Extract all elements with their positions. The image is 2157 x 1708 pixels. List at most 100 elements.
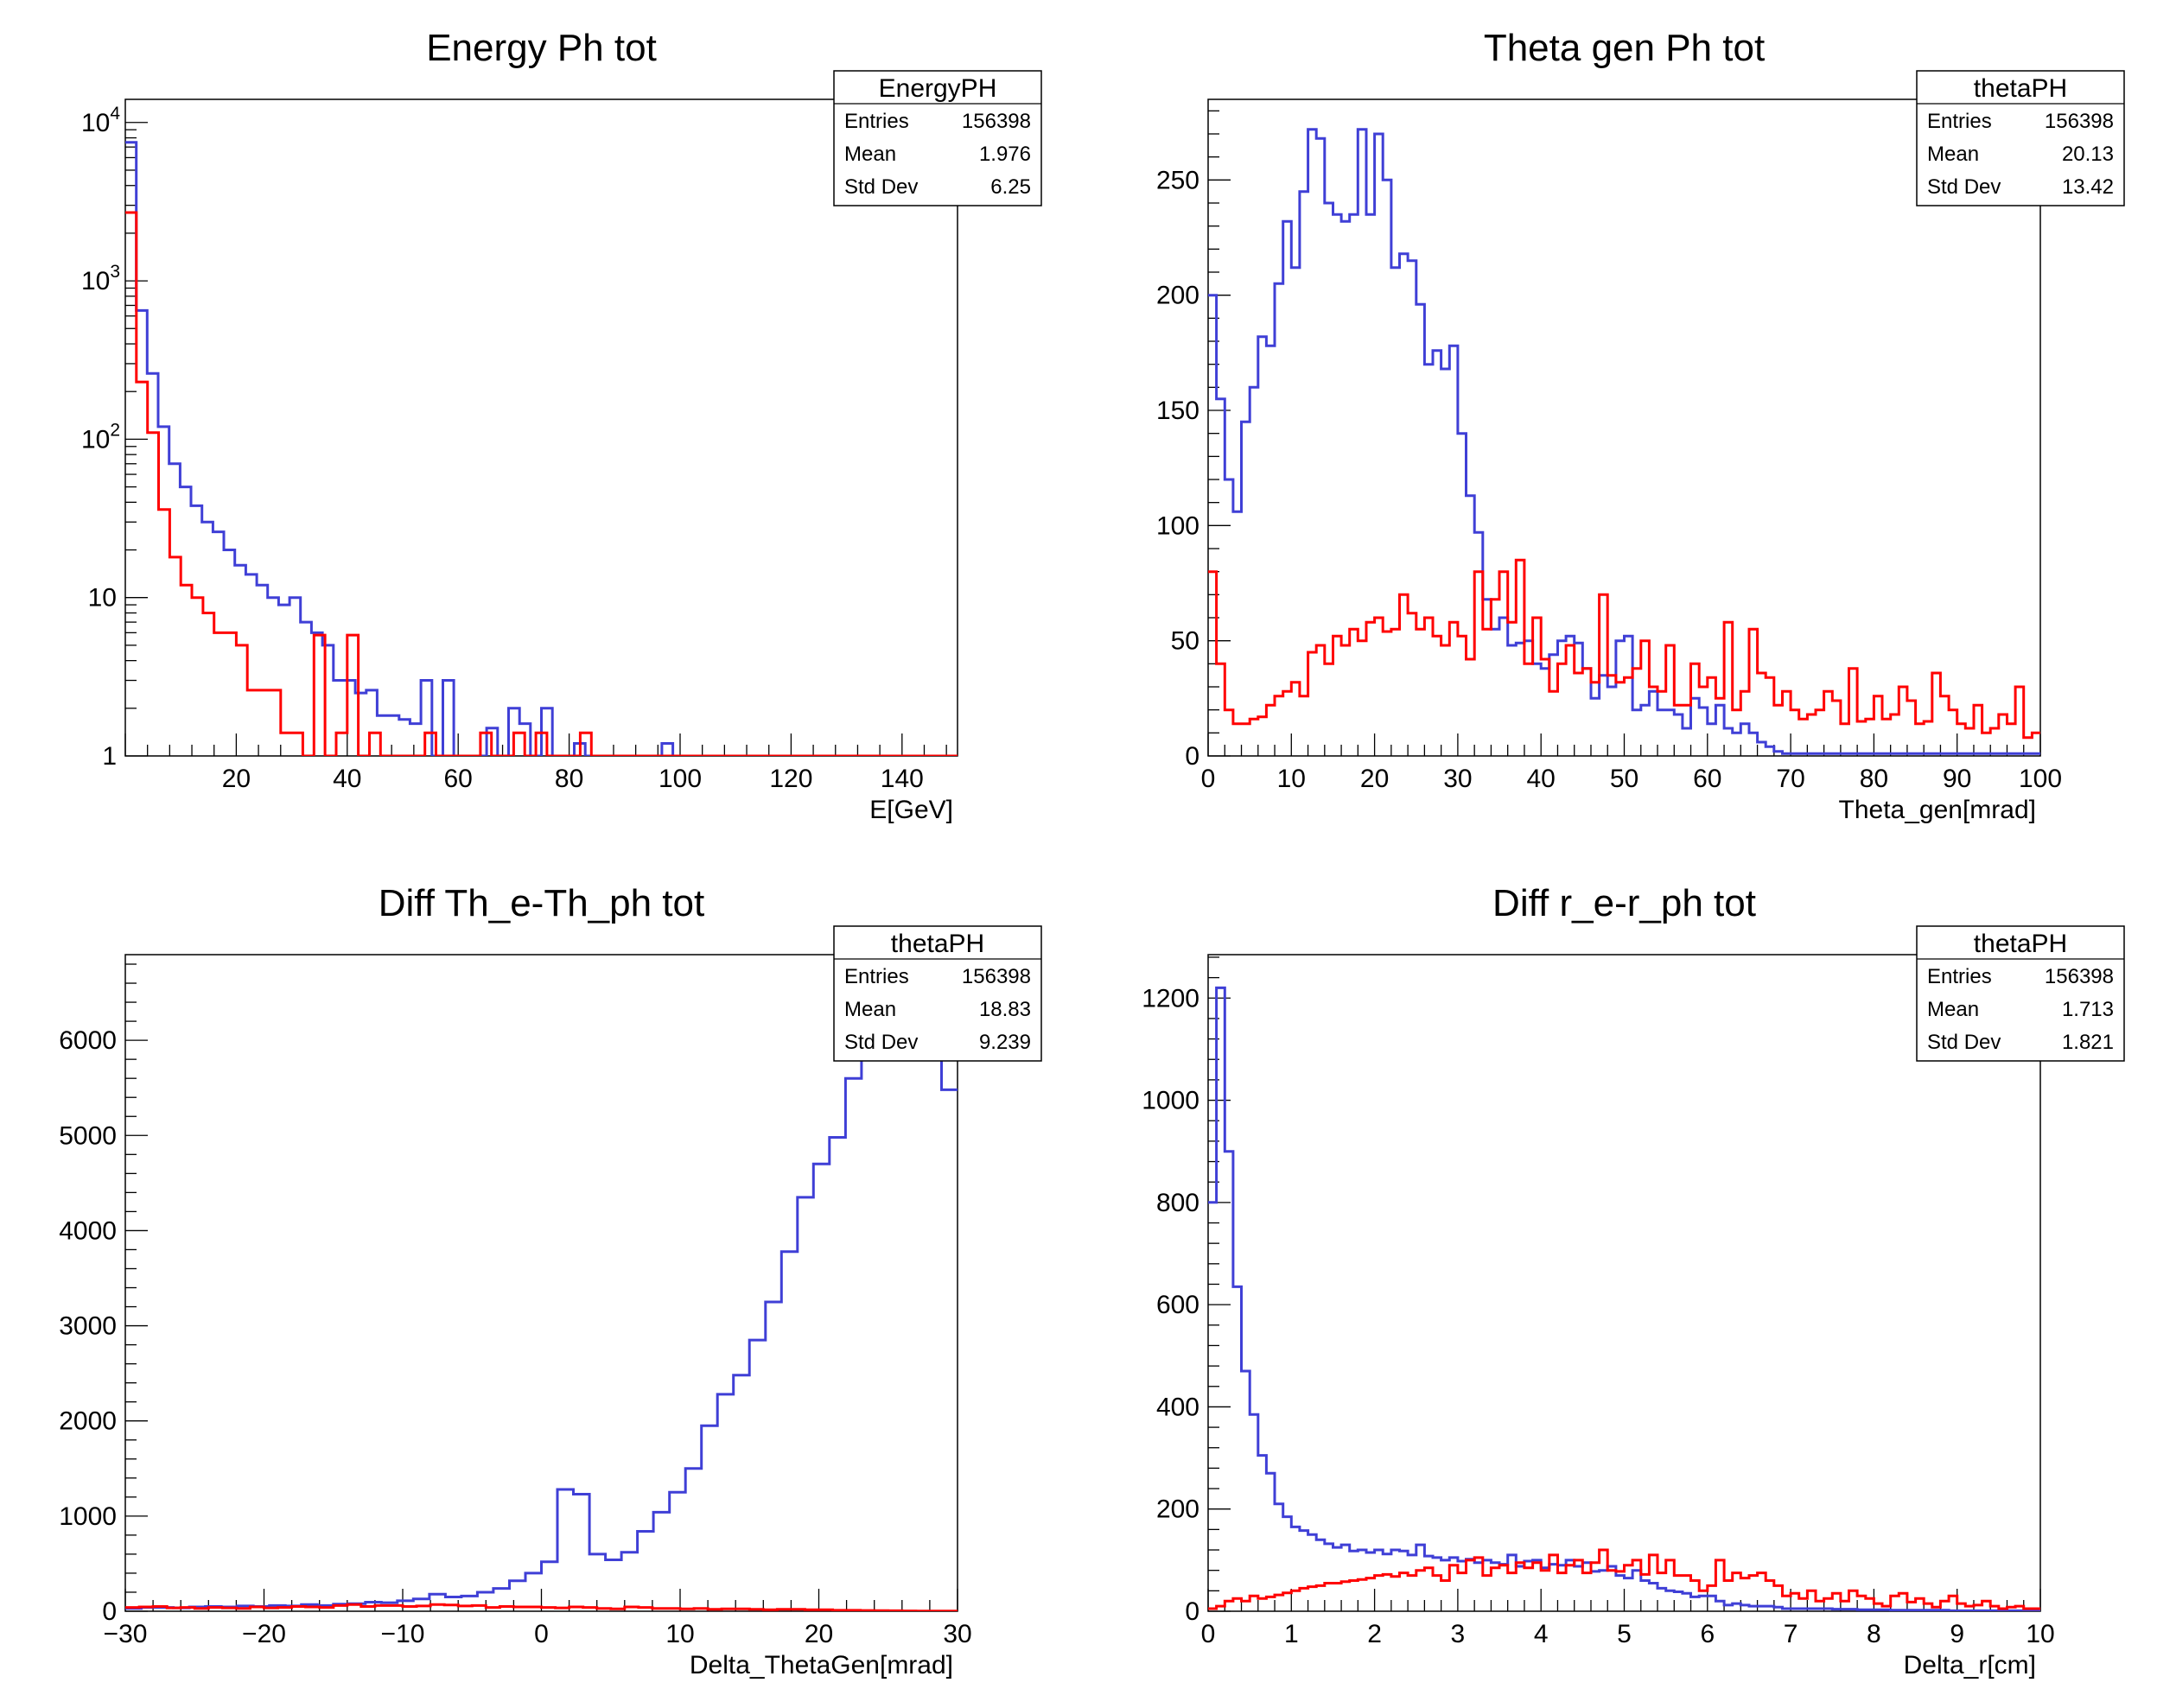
x-tick-label: 20: [805, 1620, 833, 1648]
stats-label: Mean: [844, 143, 896, 166]
plot-frame: [124, 954, 958, 1612]
stats-label: Std Dev: [1927, 175, 2001, 199]
stats-box: EnergyPH Entries 156398 Mean 1.976 Std Dev 6.2…: [833, 70, 1042, 206]
x-axis-label: E[GeV]: [869, 796, 953, 824]
y-tick-label: 1: [102, 742, 117, 771]
plot-title: Diff r_e-r_ph tot: [1492, 882, 1756, 924]
x-tick-label: 60: [1693, 765, 1721, 793]
x-axis-label: Delta_r[cm]: [1904, 1651, 2036, 1679]
stats-value: 1.821: [2062, 1031, 2114, 1054]
stats-label: Mean: [844, 998, 896, 1021]
stats-label: Std Dev: [844, 1031, 918, 1054]
stats-label: Std Dev: [844, 175, 918, 199]
x-tick-label: 80: [555, 765, 583, 793]
stats-box-frame: [833, 70, 1042, 206]
x-axis-label: Theta_gen[mrad]: [1839, 796, 2036, 824]
y-tick-label: 100: [1156, 511, 1199, 540]
stats-value: 156398: [962, 965, 1031, 988]
x-tick-label: −10: [381, 1620, 425, 1648]
x-tick-label: 100: [659, 765, 702, 793]
stats-label: Mean: [1927, 143, 1979, 166]
plot-title: Energy Ph tot: [426, 27, 657, 69]
stats-value: 6.25: [990, 175, 1031, 199]
y-tick-label: 3000: [59, 1312, 117, 1341]
stats-box: thetaPH Entries 156398 Mean 1.713 Std Dev 1.82…: [1916, 925, 2125, 1062]
histogram-series-1: [125, 141, 958, 756]
y-tick-label: 600: [1156, 1291, 1199, 1319]
y-tick-label: 800: [1156, 1189, 1199, 1217]
x-tick-label: 0: [1201, 1620, 1216, 1648]
y-tick-label: 1000: [1142, 1087, 1199, 1115]
stats-label: Entries: [844, 965, 909, 988]
y-tick-label: 103: [81, 262, 120, 295]
x-tick-label: −20: [242, 1620, 286, 1648]
x-tick-label: 50: [1610, 765, 1638, 793]
x-tick-label: 40: [1527, 765, 1556, 793]
stats-box-frame: [833, 925, 1042, 1062]
plot-title: Theta gen Ph tot: [1484, 27, 1765, 69]
x-tick-label: 100: [2019, 765, 2062, 793]
stats-value: 156398: [962, 110, 1031, 133]
y-tick-label: 2000: [59, 1407, 117, 1436]
histogram-series-2: [125, 1603, 958, 1611]
x-tick-label: 0: [534, 1620, 549, 1648]
x-tick-label: 2: [1367, 1620, 1382, 1648]
y-tick-label: 250: [1156, 166, 1199, 194]
stats-box-title: EnergyPH: [879, 74, 997, 103]
stats-box: thetaPH Entries 156398 Mean 20.13 Std Dev 13.4…: [1916, 70, 2125, 206]
stats-value: 1.976: [979, 143, 1031, 166]
y-tick-label: 10: [88, 584, 117, 613]
plot-frame: [1207, 954, 2041, 1612]
x-tick-label: 80: [1860, 765, 1888, 793]
stats-value: 1.713: [2062, 998, 2114, 1021]
x-tick-label: 20: [222, 765, 251, 793]
x-tick-label: 10: [665, 1620, 694, 1648]
y-tick-label: 1000: [59, 1502, 117, 1531]
histogram-series-2: [1208, 1548, 2040, 1610]
stats-box-title: thetaPH: [891, 930, 984, 958]
x-tick-label: 40: [333, 765, 361, 793]
x-tick-label: 8: [1867, 1620, 1881, 1648]
histogram-panel-4: Diff r_e-r_ph tot 0 1 2 3 4 5 6 7 8 9 10 Delta_r[cm]…: [1142, 882, 2125, 1679]
stats-value: 156398: [2045, 110, 2114, 133]
stats-label: Entries: [844, 110, 909, 133]
stats-box-title: thetaPH: [1974, 74, 2067, 103]
histogram-panel-1: Energy Ph tot 20 40 60 80 100 120 140 E[GeV] 1 10 1…: [81, 27, 1042, 824]
y-tick-label: 1200: [1142, 984, 1199, 1013]
x-tick-label: 4: [1534, 1620, 1549, 1648]
x-tick-label: 5: [1617, 1620, 1632, 1648]
y-tick-label: 102: [81, 420, 120, 454]
x-axis-label: Delta_ThetaGen[mrad]: [690, 1651, 953, 1679]
y-tick-label: 400: [1156, 1393, 1199, 1421]
stats-value: 13.42: [2062, 175, 2114, 199]
stats-value: 156398: [2045, 965, 2114, 988]
plot-title: Diff Th_e-Th_ph tot: [379, 882, 704, 924]
x-tick-label: 120: [769, 765, 812, 793]
x-tick-label: 20: [1360, 765, 1389, 793]
x-tick-label: −30: [104, 1620, 148, 1648]
stats-value: 20.13: [2062, 143, 2114, 166]
y-tick-label: 4000: [59, 1216, 117, 1245]
y-tick-label: 0: [1185, 1597, 1199, 1626]
x-tick-label: 60: [444, 765, 473, 793]
histogram-series-1: [125, 987, 958, 1610]
stats-box-frame: [1916, 70, 2125, 206]
y-tick-label: 200: [1156, 1495, 1199, 1524]
stats-label: Mean: [1927, 998, 1979, 1021]
x-tick-label: 0: [1201, 765, 1216, 793]
y-tick-label: 104: [81, 104, 120, 137]
y-tick-label: 50: [1171, 627, 1199, 656]
x-tick-label: 70: [1776, 765, 1804, 793]
x-tick-label: 1: [1284, 1620, 1299, 1648]
y-tick-label: 150: [1156, 397, 1199, 425]
plot-frame: [124, 98, 958, 757]
x-tick-label: 10: [2026, 1620, 2054, 1648]
histogram-series-1: [1208, 986, 2040, 1611]
x-tick-label: 3: [1451, 1620, 1466, 1648]
y-tick-label: 200: [1156, 282, 1199, 310]
histogram-series-2: [1208, 558, 2040, 740]
stats-box-title: thetaPH: [1974, 930, 2067, 958]
x-tick-label: 30: [943, 1620, 971, 1648]
x-tick-label: 30: [1443, 765, 1472, 793]
